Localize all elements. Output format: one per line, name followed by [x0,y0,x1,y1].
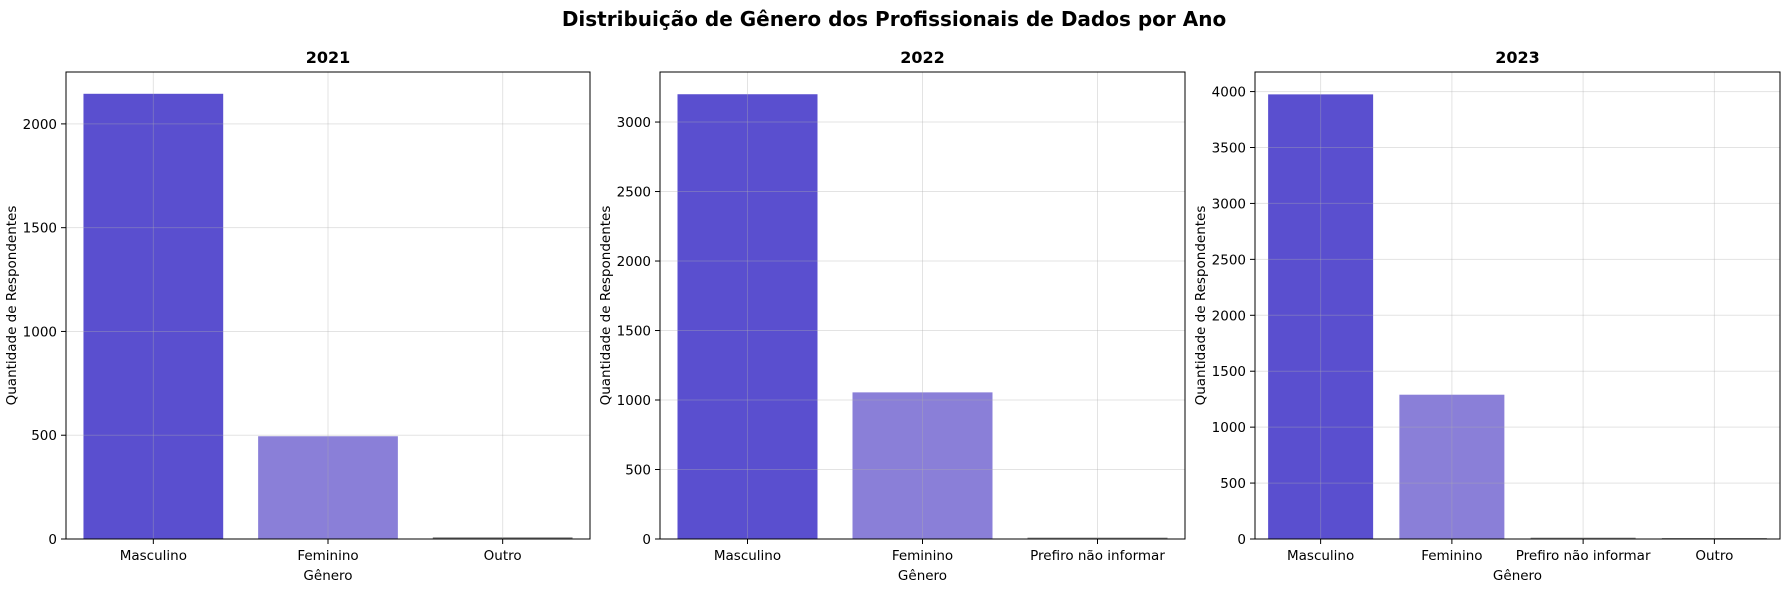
bar-masculino [83,93,224,539]
bar-masculino [677,94,818,539]
x-tick-label: Outro [484,548,522,564]
bar-prefiro-não-informar [1530,537,1636,539]
bar-outro [432,537,573,539]
x-tick-label: Prefiro não informar [1030,548,1165,564]
bar-feminino [258,436,398,539]
y-tick-label: 500 [1220,476,1246,492]
y-tick-label: 1000 [617,393,651,409]
bar-feminino [852,392,993,539]
y-tick-label: 2000 [23,117,57,133]
y-tick-label: 2500 [1212,252,1246,268]
y-tick-label: 0 [48,532,57,548]
x-tick-label: Masculino [120,548,187,564]
y-tick-label: 0 [642,532,651,548]
y-tick-label: 3000 [617,115,651,131]
y-tick-label: 2000 [1212,308,1246,324]
panel-2021: 2021 0 500 1000 1500 2000 Masculino Feminino Out… [4,48,591,584]
y-tick-label: 1500 [617,324,651,340]
y-tick-label: 3500 [1212,141,1246,157]
x-tick-label: Masculino [714,548,781,564]
y-tick-label: 0 [1237,532,1246,548]
panel-2022: 2022 0 500 1000 1500 2000 2500 3000 Masculino Fem… [598,48,1186,584]
bar-feminino [1399,394,1505,539]
x-tick-label: Feminino [297,548,358,564]
panel-title: 2022 [900,48,945,67]
x-axis-label: Gênero [303,568,352,584]
y-axis-label: Quantidade de Respondentes [1193,206,1209,406]
y-tick-label: 1500 [1212,364,1246,380]
y-tick-label: 1000 [1212,420,1246,436]
y-tick-label: 3000 [1212,196,1246,212]
bar-prefiro-não-informar [1027,537,1168,539]
x-tick-label: Prefiro não informar [1516,548,1651,564]
panel-2023: 2023 0 500 1000 1500 2000 2500 3000 3500 4000 Masc… [1193,48,1781,584]
figure-title: Distribuição de Gênero dos Profissionais… [562,7,1226,31]
y-axis-label: Quantidade de Respondentes [4,206,20,406]
y-tick-label: 4000 [1212,85,1246,101]
y-tick-label: 500 [31,428,57,444]
x-tick-label: Feminino [1421,548,1482,564]
x-tick-label: Outro [1695,548,1733,564]
y-tick-label: 1000 [23,324,57,340]
x-axis-label: Gênero [1493,568,1542,584]
y-tick-label: 500 [625,463,651,479]
panel-title: 2021 [306,48,351,67]
y-tick-label: 2500 [617,185,651,201]
y-tick-label: 1500 [23,221,57,237]
x-tick-label: Masculino [1287,548,1354,564]
bar-masculino [1268,94,1374,540]
y-axis-label: Quantidade de Respondentes [598,206,614,406]
x-axis-label: Gênero [898,568,947,584]
axes-frame [1254,71,1781,540]
y-tick-label: 2000 [617,254,651,270]
x-tick-label: Feminino [892,548,953,564]
panel-title: 2023 [1495,48,1540,67]
